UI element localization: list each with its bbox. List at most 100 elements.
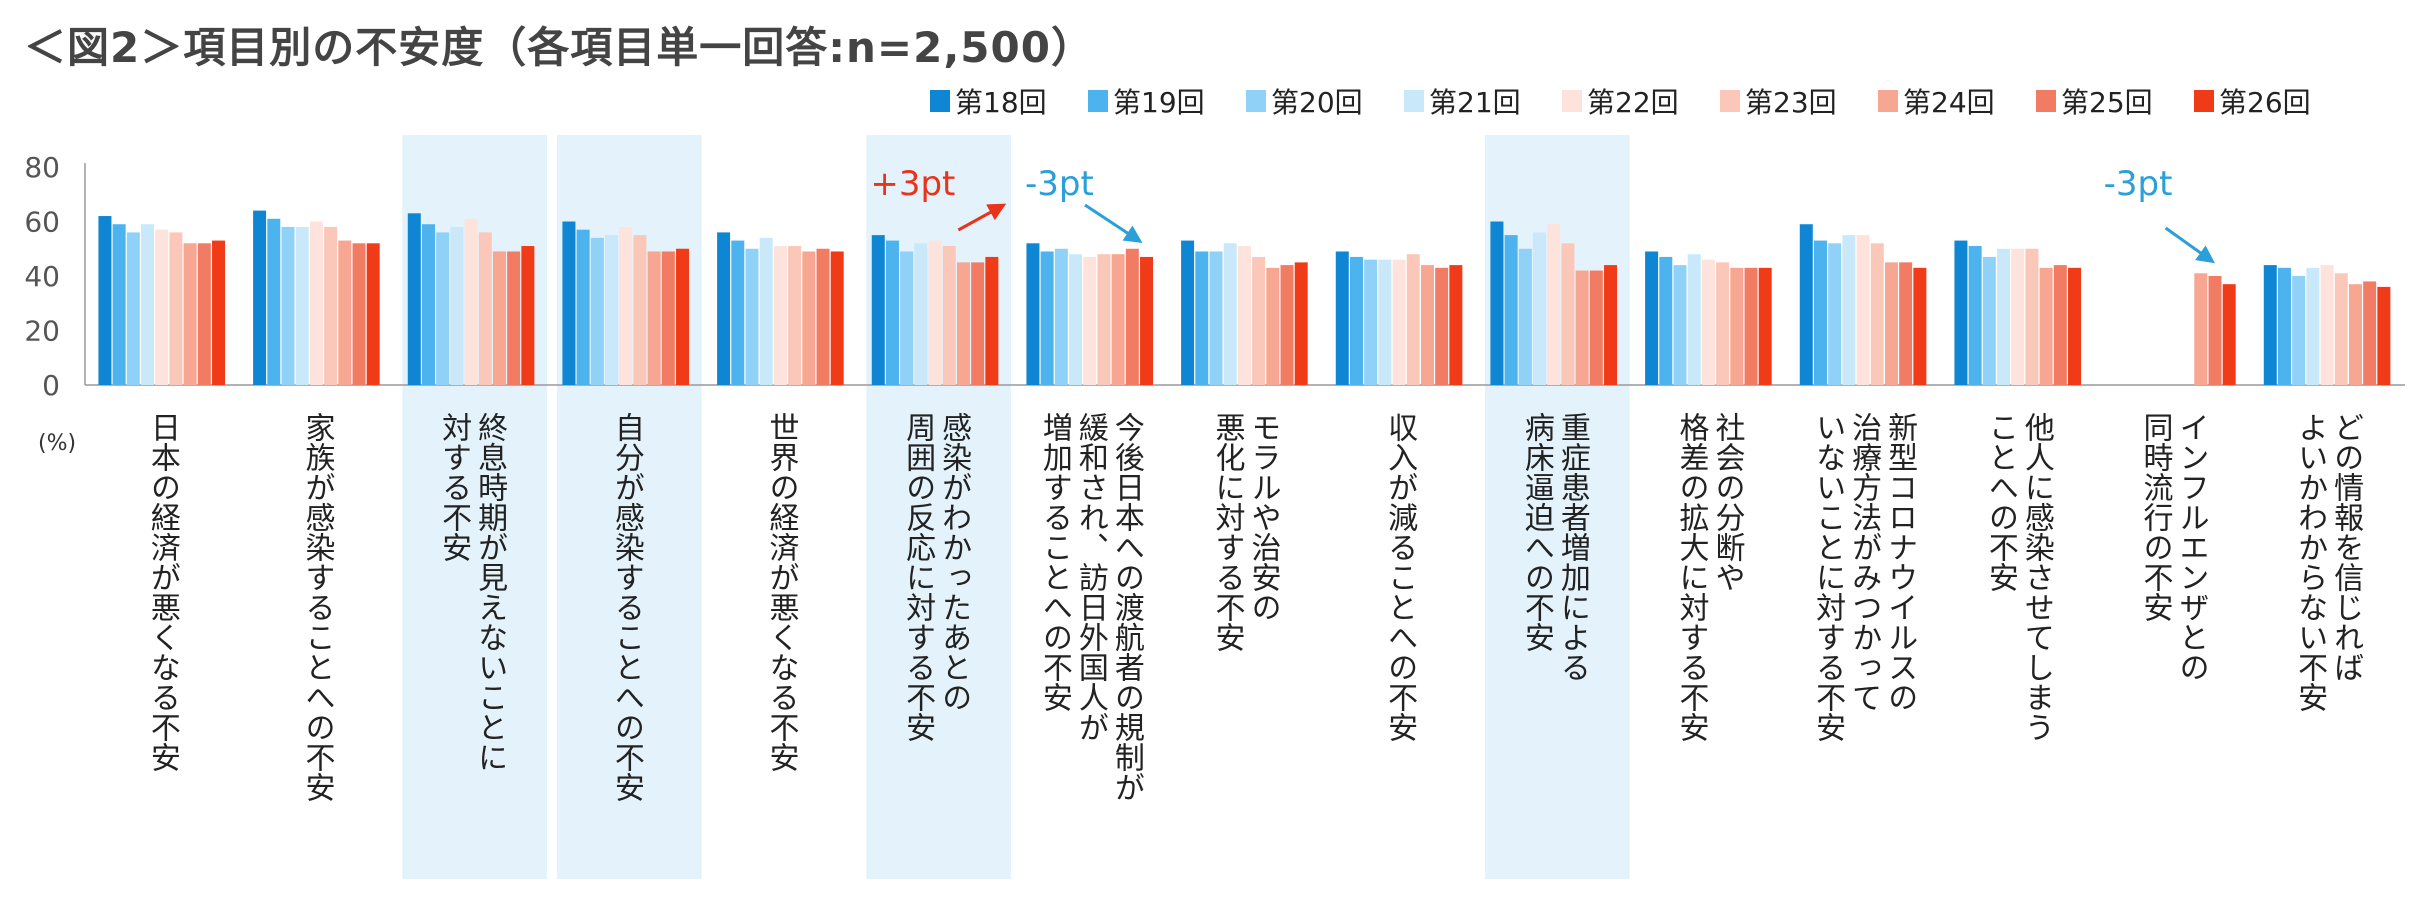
bar [1842,235,1856,385]
bar [1813,240,1827,385]
annotation-label: -3pt [1025,164,1094,204]
bar [2039,267,2053,385]
bar [2277,267,2291,385]
chart-title: ＜図2＞項目別の不安度（各項目単一回答:n=2,500） [24,23,1094,72]
bar [2208,276,2222,385]
bar [309,221,323,385]
bar [253,210,267,385]
bar [1701,259,1715,385]
category-label: 感染がわかったあとの [936,412,971,712]
category-label: どの情報を信じれば [2328,412,2364,682]
annotation-arrow [957,203,1007,232]
bar [2263,265,2277,385]
bar [985,256,999,385]
bar [2334,273,2348,385]
bar [1884,262,1898,385]
bar [1335,251,1349,385]
category-label: 重症患者増加による [1555,412,1591,682]
bar [464,218,478,385]
bar [1997,248,2011,385]
legend-label: 第26回 [2219,86,2311,119]
category-label: 終息時期が見えないことに [472,412,507,772]
bar [450,226,464,385]
bar [1420,265,1434,385]
legend-swatch [1246,90,1266,112]
bar [1968,246,1982,385]
bar [802,251,816,385]
bar [478,232,492,385]
bar [2222,284,2236,385]
bar [914,243,928,385]
bar [731,240,745,385]
bar [2306,267,2320,385]
bar [295,226,309,385]
category-label: いないことに対する不安 [1810,412,1846,742]
bar [1364,259,1378,385]
y-tick-label: 60 [24,206,60,239]
bar [590,237,604,385]
category-label: 家族が感染することへの不安 [300,412,335,802]
bar [1181,240,1195,385]
category-label: 格差の拡大に対する不安 [1674,412,1710,742]
bar [1744,267,1758,385]
bar [1533,232,1547,385]
annotation-label: -3pt [2104,164,2173,204]
bar [1673,265,1687,385]
bar [436,232,450,385]
bar [562,221,576,385]
bar [2348,284,2362,385]
bar [281,226,295,385]
category-label: モラルや治安の [1246,412,1281,622]
bar [2194,273,2208,385]
bar [2320,265,2334,385]
category-label: 対する不安 [436,412,472,562]
bar [830,251,844,385]
category-label: 日本の経済が悪くなる不安 [145,412,181,772]
bar [1490,221,1504,385]
bar [1223,243,1237,385]
bar [2377,286,2391,385]
unit-label: (%) [38,431,76,456]
bar [1982,256,1996,385]
category-label: 新型コロナウイルスの [1882,412,1917,712]
bar [1266,267,1280,385]
category-label: 病床逼迫への不安 [1519,412,1555,652]
bar [605,235,619,385]
bar [1040,251,1054,385]
bar [971,262,985,385]
bar [1856,235,1870,385]
bar [773,246,787,385]
legend-label: 第20回 [1271,86,1363,119]
bar [1645,251,1659,385]
bar [676,248,690,385]
bar [717,232,731,385]
y-tick-label: 20 [24,315,60,348]
legend-label: 第25回 [2061,86,2153,119]
bar [1083,256,1097,385]
bar [324,226,338,385]
bar [1349,256,1363,385]
bar [1026,243,1040,385]
bar [1954,240,1968,385]
bar [576,229,590,385]
bar [2292,276,2306,385]
bar [1237,246,1251,385]
bar [197,243,211,385]
bar [2068,267,2082,385]
bar [1547,224,1561,385]
bar [126,232,140,385]
y-tick-label: 80 [24,151,60,184]
bar [1589,270,1603,385]
category-label: 自分が感染することへの不安 [609,412,644,802]
bar [788,246,802,385]
category-label: ことへの不安 [1983,412,2018,592]
bar [1799,224,1813,385]
bar [352,243,366,385]
bar [1435,267,1449,385]
bar [1406,254,1420,385]
y-tick-label: 0 [42,369,60,402]
category-label: 社会の分断や [1710,412,1746,592]
bar [619,226,633,385]
bar [956,262,970,385]
